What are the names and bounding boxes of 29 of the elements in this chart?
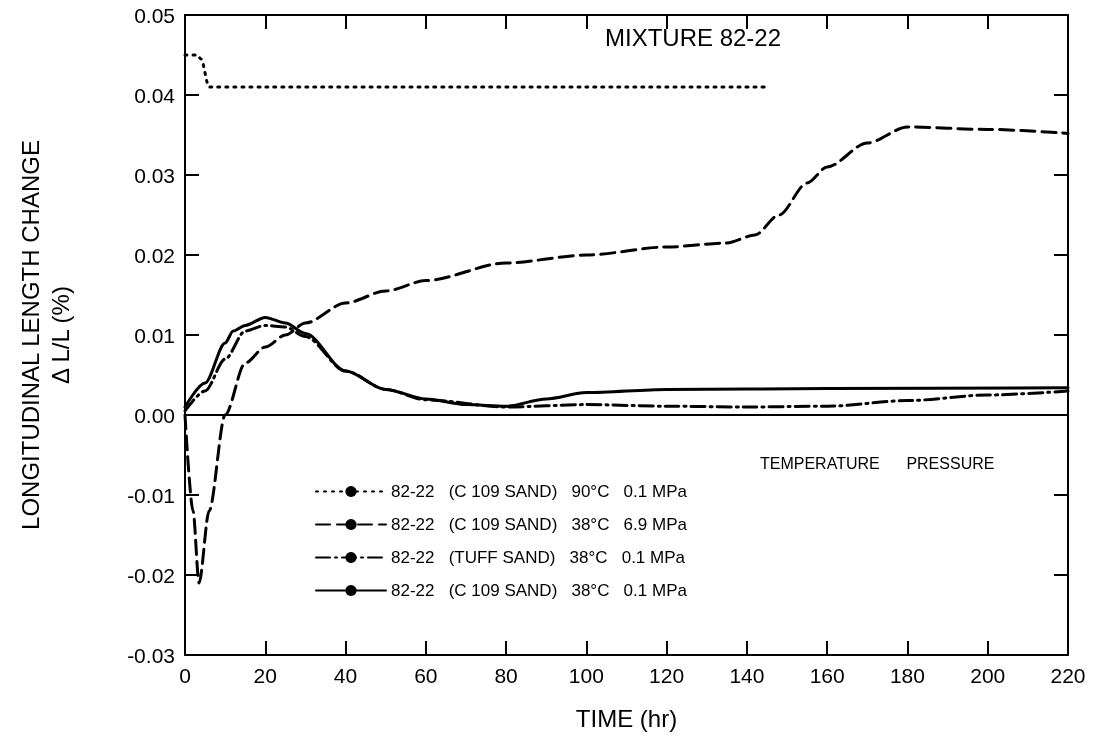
legend-label: 82-22 (C 109 SAND) 90°C 0.1 MPa xyxy=(391,482,688,501)
x-tick-label: 80 xyxy=(494,664,518,687)
legend-label: 82-22 (C 109 SAND) 38°C 6.9 MPa xyxy=(391,515,688,534)
y-tick-label: -0.03 xyxy=(127,643,175,667)
y-axis-title: LONGITUDINAL LENGTH CHANGE Δ L/L (%) xyxy=(16,140,74,530)
x-axis-title: TIME (hr) xyxy=(575,704,678,732)
x-tick-label: 20 xyxy=(253,664,277,687)
x-tick-label: 160 xyxy=(809,664,845,687)
x-tick-label: 120 xyxy=(649,664,685,687)
y-tick-label: 0.01 xyxy=(134,323,175,347)
y-tick-label: -0.02 xyxy=(127,563,175,587)
y-tick-label: 0.03 xyxy=(134,163,175,187)
x-tick-label: 60 xyxy=(414,664,438,687)
legend-label: 82-22 (C 109 SAND) 38°C 0.1 MPa xyxy=(391,581,688,600)
x-tick-label: 100 xyxy=(568,664,604,687)
legend-label: 82-22 (TUFF SAND) 38°C 0.1 MPa xyxy=(391,548,686,567)
x-tick-label: 0 xyxy=(179,664,191,687)
x-tick-label: 200 xyxy=(970,664,1006,687)
y-tick-label: 0.02 xyxy=(134,243,175,267)
chart-title: MIXTURE 82-22 xyxy=(605,23,782,51)
x-tick-label: 40 xyxy=(333,664,358,687)
y-tick-label: 0.04 xyxy=(134,83,176,107)
legend-title: TEMPERATURE PRESSURE xyxy=(760,454,995,472)
y-tick-label: 0.05 xyxy=(134,3,175,27)
x-tick-label: 180 xyxy=(889,664,925,687)
y-tick-label: -0.01 xyxy=(127,483,175,507)
x-tick-label: 220 xyxy=(1050,664,1086,687)
y-tick-label: 0.00 xyxy=(134,403,175,427)
x-tick-label: 140 xyxy=(729,664,765,687)
